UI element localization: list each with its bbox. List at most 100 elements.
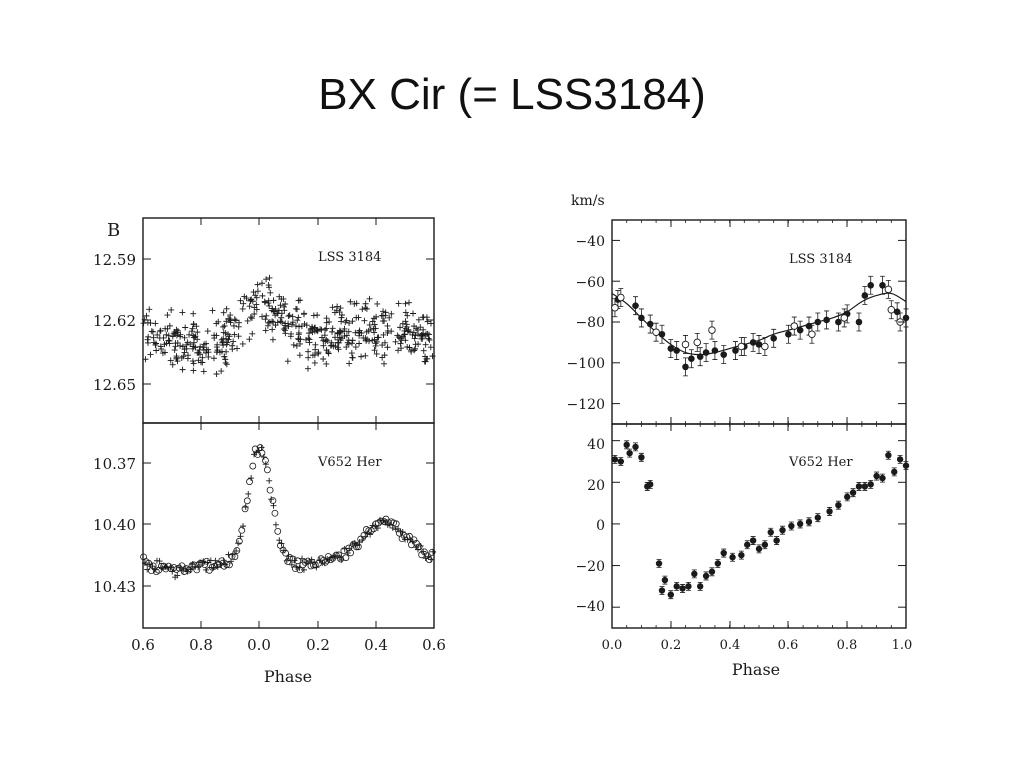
rv-point xyxy=(744,541,751,548)
rv-point xyxy=(823,316,830,324)
photometry-point xyxy=(267,289,274,296)
photometry-point xyxy=(420,347,427,354)
photometry-point xyxy=(220,309,227,316)
photometry-point xyxy=(379,342,386,349)
rv-point xyxy=(755,341,763,348)
photometry-point xyxy=(411,335,418,342)
photometry-point xyxy=(219,338,226,345)
photometry-point xyxy=(289,555,297,563)
photometry-point xyxy=(311,359,318,366)
rv-upper-ytick-label: −40 xyxy=(575,234,605,250)
photometry-point xyxy=(371,347,378,354)
photometry-point xyxy=(331,553,338,560)
rv-point xyxy=(879,281,886,289)
rv-point xyxy=(702,572,710,580)
photometry-point xyxy=(415,341,422,348)
rv-point-open xyxy=(708,326,716,334)
photometry-point xyxy=(304,365,311,372)
phot-lower-ytick-label: 10.40 xyxy=(93,516,136,534)
photometry-point xyxy=(262,316,269,323)
photometry-point xyxy=(329,328,336,335)
left-figure: B 12.59 12.62 12.65 LSS 3184 10.37 10.40… xyxy=(93,217,446,686)
rv-point xyxy=(773,537,780,544)
photometry-point xyxy=(417,324,424,331)
photometry-point xyxy=(300,566,307,573)
photometry-point xyxy=(180,353,187,360)
photometry-point xyxy=(181,334,188,341)
rv-point xyxy=(873,472,880,480)
photometry-point xyxy=(235,537,243,545)
photometry-point xyxy=(177,331,184,338)
photometry-point xyxy=(347,298,354,305)
phot-lower-frame xyxy=(142,422,435,629)
photometry-point xyxy=(177,564,184,571)
photometry-point xyxy=(371,329,378,336)
photometry-point xyxy=(369,318,376,325)
photometry-point xyxy=(384,327,391,334)
photometry-point xyxy=(297,340,304,347)
photometry-point xyxy=(346,320,353,327)
photometry-point xyxy=(222,561,229,568)
photometry-point xyxy=(312,346,319,353)
photometry-point xyxy=(395,347,402,354)
rv-point xyxy=(902,462,910,469)
photometry-point xyxy=(174,572,181,579)
photometry-point xyxy=(388,310,395,317)
rv-point xyxy=(814,318,822,326)
photometry-point xyxy=(159,564,166,571)
photometry-point xyxy=(149,328,156,335)
photometry-point xyxy=(190,343,197,350)
slide-title: BX Cir (= LSS3184) xyxy=(318,70,706,119)
photometry-point xyxy=(269,326,276,333)
photometry-point xyxy=(229,346,236,353)
rv-point xyxy=(893,308,901,316)
photometry-point xyxy=(222,359,229,366)
rv-lower-annotation: V652 Her xyxy=(788,455,853,470)
photometry-point xyxy=(353,314,360,321)
photometry-point xyxy=(345,337,352,344)
photometry-point xyxy=(154,331,161,338)
rv-point xyxy=(720,549,727,557)
rv-point xyxy=(623,441,630,449)
photometry-point xyxy=(266,302,273,309)
photometry-point xyxy=(253,301,260,308)
photometry-point xyxy=(272,306,279,313)
photometry-point xyxy=(210,355,217,362)
rv-upper-ytick-label: −60 xyxy=(575,275,605,291)
photometry-point xyxy=(344,339,351,346)
photometry-point xyxy=(165,332,172,339)
rv-point-open xyxy=(693,338,702,347)
photometry-point xyxy=(242,504,249,511)
photometry-point xyxy=(213,344,220,351)
photometry-point xyxy=(265,282,272,289)
photometry-point xyxy=(205,353,212,360)
rv-point xyxy=(749,537,757,544)
phot-lower-ytick-label: 10.37 xyxy=(93,455,136,473)
photometry-point xyxy=(412,332,419,339)
rv-upper-ytick-label: −80 xyxy=(575,315,605,331)
photometry-point xyxy=(419,314,426,321)
phot-lower-ytick-label: 10.43 xyxy=(93,578,136,596)
photometry-point xyxy=(140,320,147,327)
photometry-point xyxy=(422,332,429,339)
photometry-point xyxy=(266,274,273,281)
photometry-point xyxy=(197,343,204,350)
photometry-point xyxy=(305,348,312,355)
photometry-point xyxy=(336,330,343,337)
rv-point xyxy=(796,326,804,334)
photometry-point xyxy=(244,317,251,324)
photometry-point xyxy=(174,327,181,334)
photometry-point xyxy=(316,557,323,564)
photometry-point xyxy=(411,347,418,354)
rv-point xyxy=(697,583,704,590)
photometry-point xyxy=(259,292,266,299)
photometry-point xyxy=(289,313,296,320)
photometry-point xyxy=(172,343,179,350)
photometry-point xyxy=(310,312,317,319)
photometry-point xyxy=(201,341,208,348)
rv-point-open xyxy=(808,330,816,338)
photometry-point xyxy=(291,565,299,573)
photometry-point xyxy=(190,320,197,327)
photometry-point xyxy=(358,353,365,360)
rv-point-open xyxy=(617,293,625,302)
